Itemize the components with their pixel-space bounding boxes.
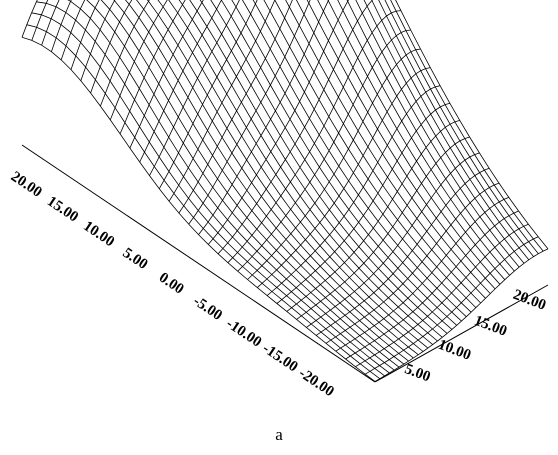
figure-caption: a: [275, 425, 283, 444]
mesh-line-v-36: [395, 0, 549, 250]
mesh-line-v-18: [231, 0, 462, 322]
mesh-line-v-26: [317, 0, 501, 285]
mesh-line-v-3: [36, 1, 390, 374]
left-axis-tick-label: -15.00: [259, 341, 300, 376]
base-edge-left: [21, 144, 376, 383]
left-axis-tick-label: 15.00: [44, 193, 81, 225]
right-axis-tick-label: 10.00: [436, 337, 473, 364]
left-axis-tick-label: -10.00: [223, 316, 264, 351]
mesh-line-v-33: [378, 0, 534, 257]
left-axis-tick-label: 20.00: [8, 169, 45, 201]
mesh-line-u-13: [247, 48, 421, 280]
mesh-line-u-30: [80, 0, 116, 81]
mesh-line-v-21: [263, 0, 477, 308]
right-axis-tick-label: 15.00: [472, 313, 509, 340]
left-axis-tick-labels: 20.0015.0010.005.000.00-5.00-10.00-15.00…: [8, 169, 337, 400]
mesh-line-v-11: [157, 0, 429, 349]
left-axis-tick-label: 5.00: [120, 245, 151, 273]
mesh-line-v-24: [296, 0, 491, 294]
mesh-line-u-23: [149, 0, 240, 176]
left-axis-tick-label: -5.00: [190, 293, 225, 324]
surface-mesh: [21, 0, 549, 382]
mesh-line-v-19: [241, 0, 467, 317]
mesh-line-v-12: [168, 0, 433, 345]
mesh-line-v-34: [384, 0, 539, 254]
base-outline: [21, 144, 549, 383]
left-axis-tick-label: 10.00: [80, 218, 117, 250]
mesh-line-v-5: [86, 0, 400, 368]
mesh-line-v-1: [26, 24, 381, 380]
mesh-line-v-23: [285, 0, 486, 299]
right-axis-tick-label: 20.00: [511, 287, 548, 314]
base-edge-right: [374, 284, 549, 383]
mesh-line-v-30: [355, 0, 520, 268]
left-axis-tick-label: -20.00: [296, 365, 337, 400]
mesh-line-v-17: [220, 0, 457, 326]
mesh-line-u-33: [51, 0, 72, 52]
mesh-line-v-2: [31, 12, 385, 377]
mesh-line-v-32: [371, 0, 530, 261]
mesh-line-u-19: [188, 0, 311, 225]
mesh-line-v-8: [124, 0, 414, 359]
mesh-line-u-15: [227, 10, 401, 263]
mesh-line-v-25: [306, 0, 496, 290]
mesh-line-v-16: [210, 0, 453, 330]
mesh-line-v-6: [100, 0, 405, 365]
mesh-line-v-4: [67, 0, 395, 371]
mesh-line-u-10: [276, 102, 451, 304]
mesh-line-v-7: [113, 0, 409, 362]
mesh-line-u-20: [178, 0, 293, 214]
mesh-line-v-0: [21, 36, 376, 382]
mesh-line-v-13: [178, 0, 438, 342]
mesh-line-v-35: [390, 0, 544, 252]
mesh-line-u-21: [168, 0, 276, 202]
mesh-line-u-12: [257, 67, 431, 288]
mesh-line-u-25: [129, 0, 204, 149]
left-axis-tick-label: 0.00: [156, 270, 187, 298]
mesh-line-v-27: [327, 0, 506, 280]
mesh-line-v-31: [363, 0, 525, 264]
mesh-line-v-9: [136, 0, 419, 356]
right-axis-tick-label: 5.00: [402, 361, 432, 385]
mesh-line-v-14: [189, 0, 443, 338]
mesh-line-v-20: [252, 0, 472, 313]
mesh-line-v-29: [346, 0, 515, 272]
mesh-line-v-28: [337, 0, 510, 276]
mesh-line-v-10: [146, 0, 424, 352]
mesh-line-v-22: [274, 0, 481, 304]
mesh-line-v-15: [199, 0, 448, 334]
